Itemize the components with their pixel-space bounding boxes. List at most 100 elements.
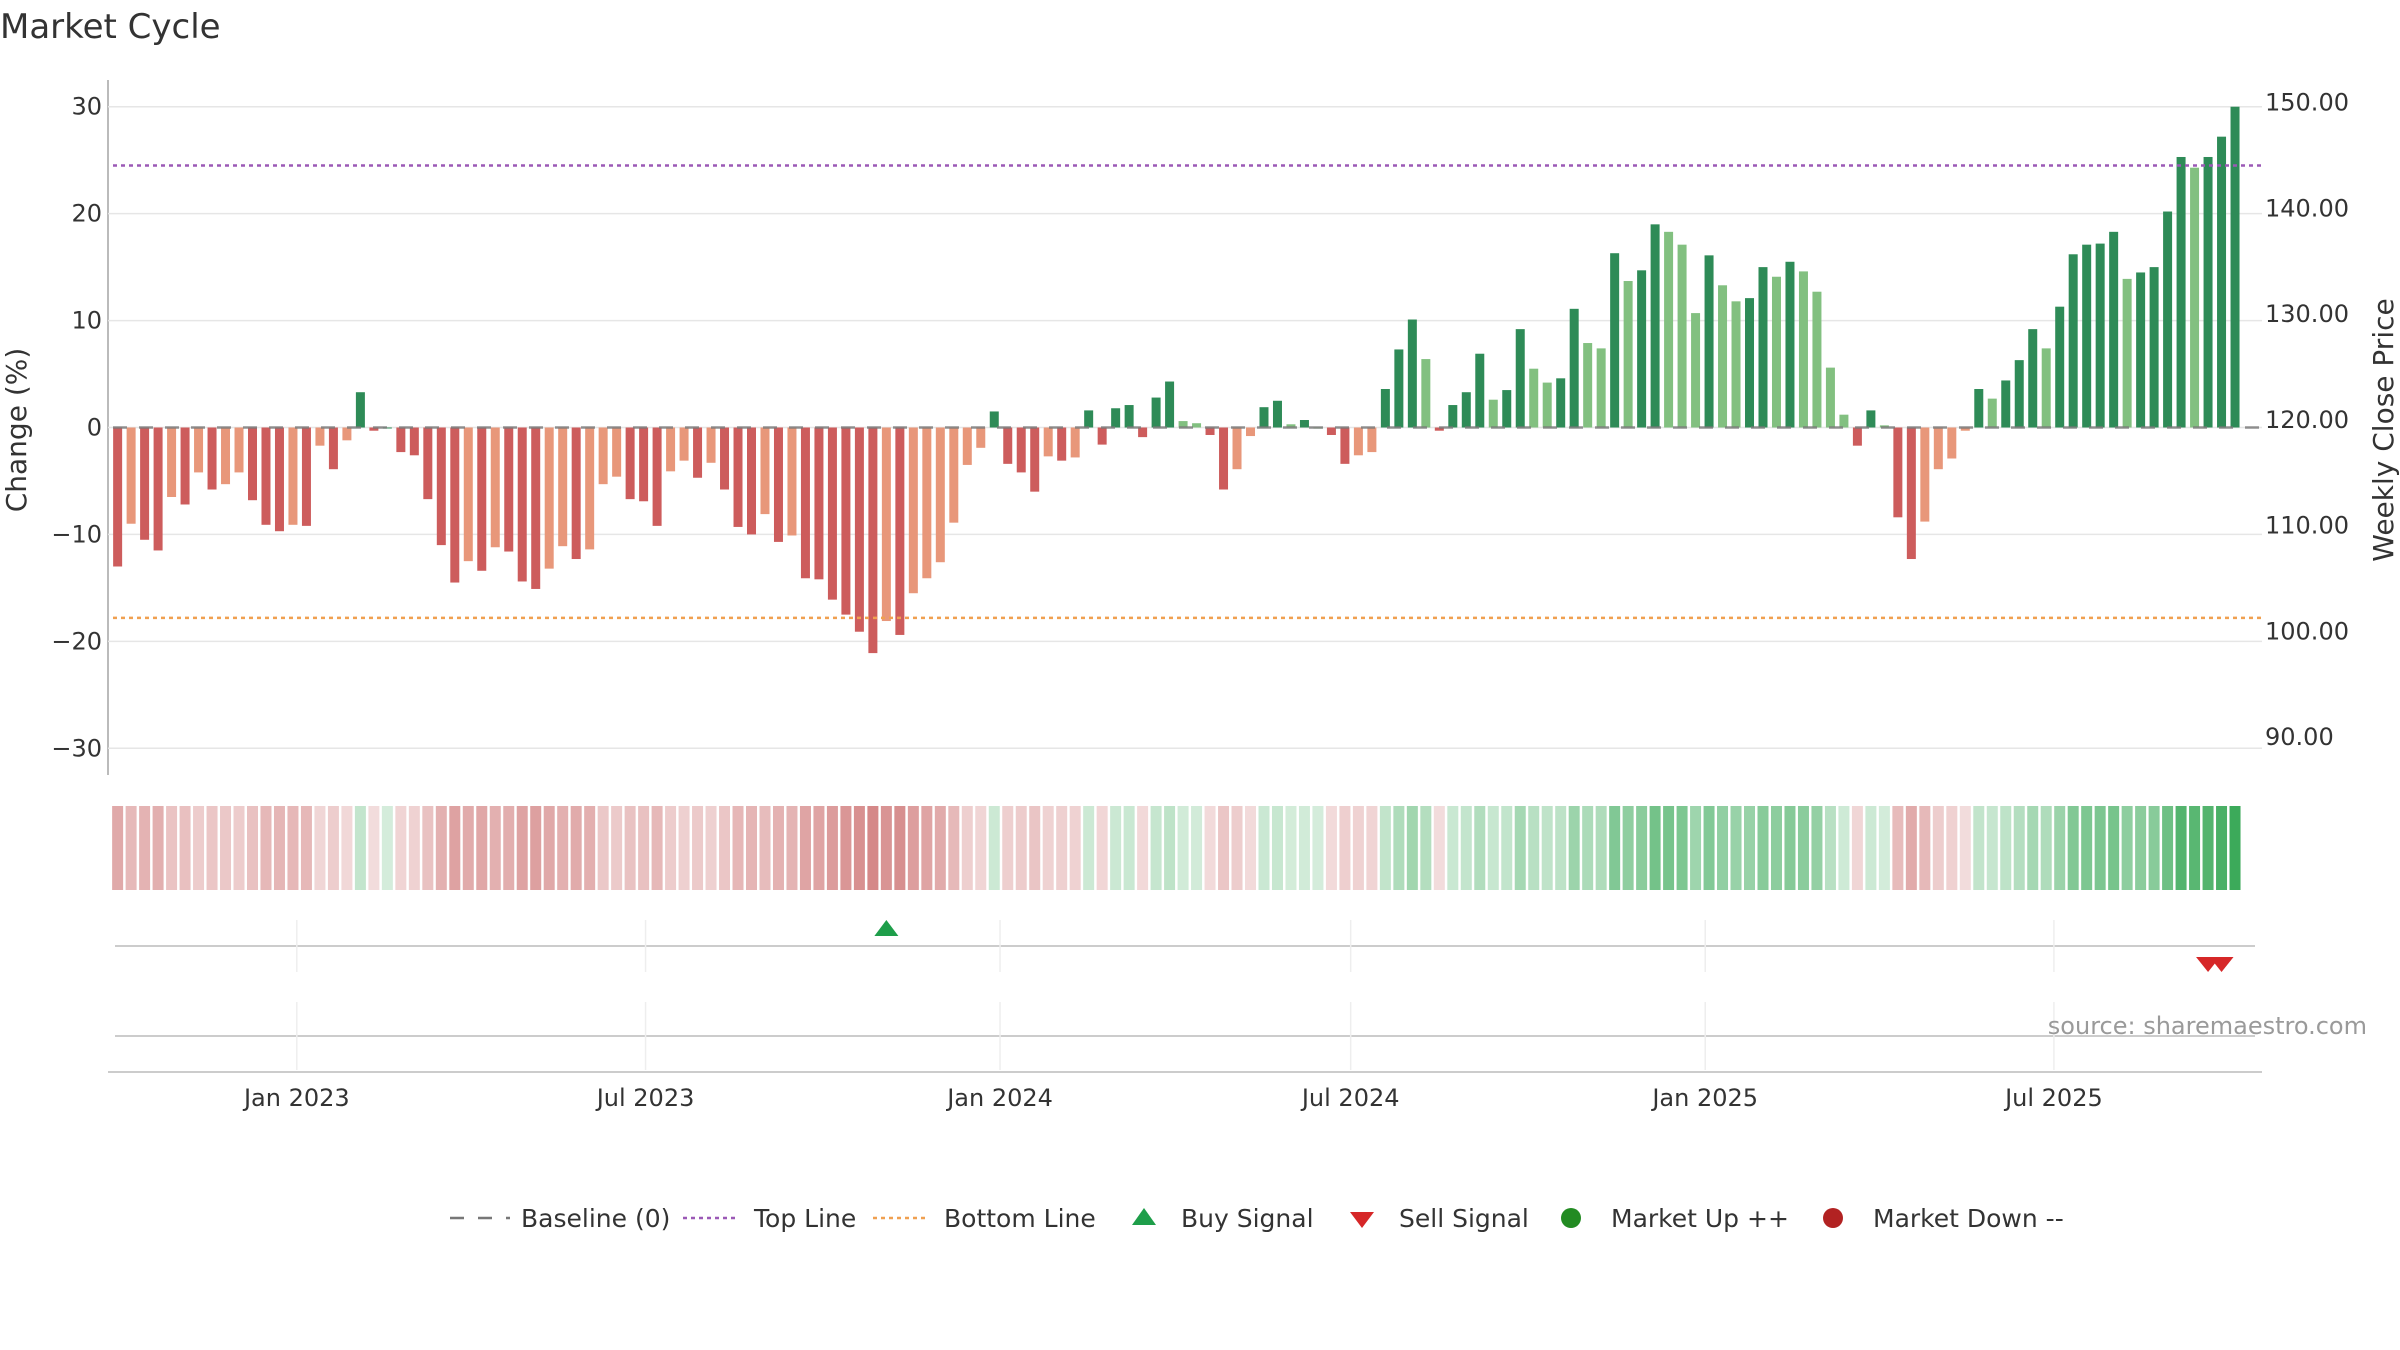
bar xyxy=(2122,278,2132,428)
x-tick-label: Jan 2024 xyxy=(945,1084,1053,1112)
bar xyxy=(1353,427,1363,456)
heat-cell xyxy=(1245,806,1257,890)
bar xyxy=(382,427,392,429)
bar xyxy=(1407,319,1417,428)
heat-cell xyxy=(220,806,232,890)
heat-cell xyxy=(2135,806,2147,890)
bar xyxy=(1623,281,1633,428)
bar xyxy=(652,427,662,526)
heat-cell xyxy=(1083,806,1095,890)
legend-item: Market Down -- xyxy=(1823,1204,2064,1233)
bar xyxy=(328,427,338,470)
bar xyxy=(234,427,244,473)
heat-cell xyxy=(705,806,717,890)
heat-cell xyxy=(449,806,461,890)
heat-cell xyxy=(193,806,205,890)
bar xyxy=(733,427,743,527)
bar xyxy=(1569,308,1579,428)
bar xyxy=(2001,380,2011,428)
bar xyxy=(1138,427,1148,438)
heat-cell xyxy=(732,806,744,890)
heat-cell xyxy=(2202,806,2214,890)
bar xyxy=(1933,427,1943,470)
bar xyxy=(1893,427,1903,518)
heat-cell xyxy=(2229,806,2241,890)
bar xyxy=(841,427,851,615)
y-tick-label: 20 xyxy=(71,200,102,228)
heat-cell xyxy=(1096,806,1108,890)
heat-cell xyxy=(152,806,164,890)
heat-cell xyxy=(1932,806,1944,890)
bar xyxy=(261,427,271,525)
legend-market-up-icon xyxy=(1561,1208,1581,1228)
heat-cell xyxy=(530,806,542,890)
heat-cell xyxy=(2162,806,2174,890)
heat-cell xyxy=(381,806,393,890)
bar xyxy=(1030,427,1040,492)
heat-cell xyxy=(1838,806,1850,890)
bar xyxy=(1434,427,1444,431)
bar xyxy=(1178,421,1188,428)
bar xyxy=(720,427,730,490)
bar xyxy=(436,427,446,546)
legend-item: Sell Signal xyxy=(1350,1204,1529,1233)
heat-cell xyxy=(1366,806,1378,890)
bar xyxy=(1664,231,1674,428)
legend: Baseline (0) Top Line Bottom Line Buy Signa… xyxy=(450,1204,2064,1233)
legend-market-down-icon xyxy=(1823,1208,1843,1228)
heat-cell xyxy=(503,806,515,890)
heat-cell xyxy=(907,806,919,890)
heat-cell xyxy=(1946,806,1958,890)
heat-cell xyxy=(1460,806,1472,890)
bar xyxy=(1637,270,1647,428)
bar xyxy=(571,427,581,560)
heat-cell xyxy=(1959,806,1971,890)
heat-cell xyxy=(2067,806,2079,890)
heat-cell xyxy=(2094,806,2106,890)
heat-cell xyxy=(1622,806,1634,890)
legend-label: Market Up ++ xyxy=(1611,1204,1789,1233)
heat-cell xyxy=(1164,806,1176,890)
bar xyxy=(868,427,878,654)
bar xyxy=(2055,306,2065,428)
heat-cell xyxy=(813,806,825,890)
bar xyxy=(517,427,527,582)
heat-cell xyxy=(786,806,798,890)
bar xyxy=(625,427,635,500)
heat-cell xyxy=(1717,806,1729,890)
x-axis-ticks: Jan 2023 Jul 2023 Jan 2024 Jul 2024 Jan 2025… xyxy=(242,1084,2103,1112)
heat-cell xyxy=(1285,806,1297,890)
heat-cell xyxy=(2000,806,2012,890)
bar xyxy=(989,411,999,428)
bar xyxy=(2136,272,2146,428)
bar xyxy=(558,427,568,547)
heat-cell xyxy=(934,806,946,890)
y-axis-ticks: 30 20 10 0 −10 −20 −30 xyxy=(51,93,102,763)
heat-cell xyxy=(166,806,178,890)
y2-tick-label: 90.00 xyxy=(2265,723,2334,751)
bar xyxy=(1906,427,1916,560)
bar xyxy=(908,427,918,594)
heat-cell xyxy=(1892,806,1904,890)
y-tick-label: −20 xyxy=(51,627,102,655)
bar xyxy=(2014,360,2024,428)
bar xyxy=(1097,427,1107,445)
bar xyxy=(531,427,541,589)
bar xyxy=(315,427,325,446)
y2-tick-label: 110.00 xyxy=(2265,512,2349,540)
heat-cell xyxy=(1811,806,1823,890)
bar xyxy=(895,427,905,635)
y-tick-label: −10 xyxy=(51,520,102,548)
y2-axis-ticks: 150.00 140.00 130.00 120.00 110.00 100.00 90.0… xyxy=(2265,89,2349,752)
heat-cell xyxy=(880,806,892,890)
heat-cell xyxy=(1905,806,1917,890)
heat-cell xyxy=(1056,806,1068,890)
legend-label: Buy Signal xyxy=(1181,1204,1314,1233)
heat-cell xyxy=(1393,806,1405,890)
bar xyxy=(706,427,716,463)
heat-cell xyxy=(1797,806,1809,890)
heat-cell xyxy=(1339,806,1351,890)
bar xyxy=(2109,231,2119,428)
heat-cell xyxy=(678,806,690,890)
heat-cell xyxy=(2216,806,2228,890)
